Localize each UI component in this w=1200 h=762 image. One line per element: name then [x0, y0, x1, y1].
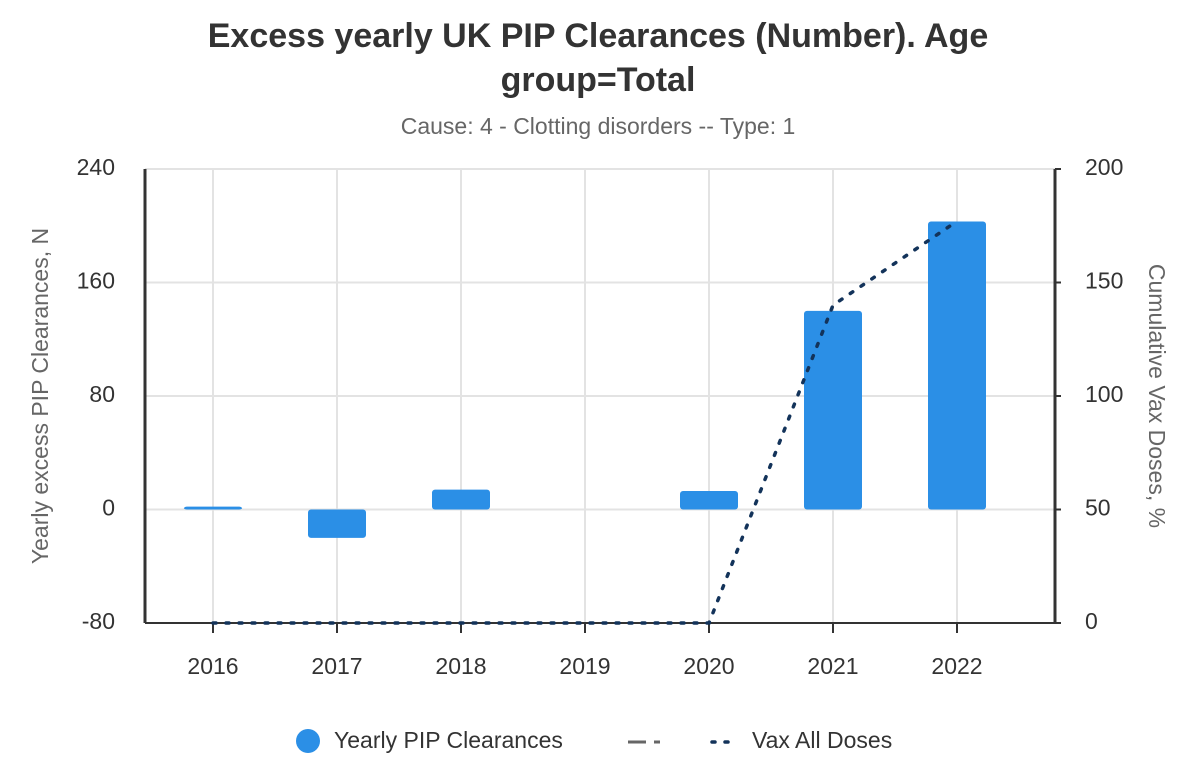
legend-symbol — [296, 729, 320, 753]
y2-tick-label: 150 — [1085, 268, 1123, 294]
y-tick-label: 0 — [102, 495, 115, 521]
x-tick-label: 2022 — [931, 653, 982, 679]
bar — [680, 491, 738, 510]
chart-title: Excess yearly UK PIP Clearances (Number)… — [208, 17, 989, 55]
x-tick-label: 2016 — [187, 653, 238, 679]
chart-subtitle: Cause: 4 - Clotting disorders -- Type: 1 — [401, 113, 796, 139]
y2-tick-label: 50 — [1085, 495, 1111, 521]
x-tick-label: 2021 — [807, 653, 858, 679]
y2-axis-label: Cumulative Vax Doses, % — [1144, 264, 1170, 528]
x-tick-label: 2019 — [559, 653, 610, 679]
y-tick-label: 80 — [89, 381, 115, 407]
x-tick-label: 2017 — [311, 653, 362, 679]
x-tick-label: 2020 — [683, 653, 734, 679]
bar — [804, 310, 862, 510]
bar — [928, 221, 986, 510]
y-tick-label: -80 — [82, 608, 115, 634]
y-tick-label: 240 — [77, 154, 115, 180]
bar — [308, 509, 366, 538]
chart-title: group=Total — [501, 61, 696, 99]
y2-tick-label: 0 — [1085, 608, 1098, 634]
y2-tick-label: 200 — [1085, 154, 1123, 180]
y-axis-label: Yearly excess PIP Clearances, N — [27, 228, 53, 564]
bar — [432, 489, 490, 510]
x-tick-label: 2018 — [435, 653, 486, 679]
legend-label: Vax All Doses — [752, 727, 892, 753]
y-tick-label: 160 — [77, 268, 115, 294]
bar — [184, 506, 242, 510]
y2-tick-label: 100 — [1085, 381, 1123, 407]
legend-label: Yearly PIP Clearances — [334, 727, 563, 753]
